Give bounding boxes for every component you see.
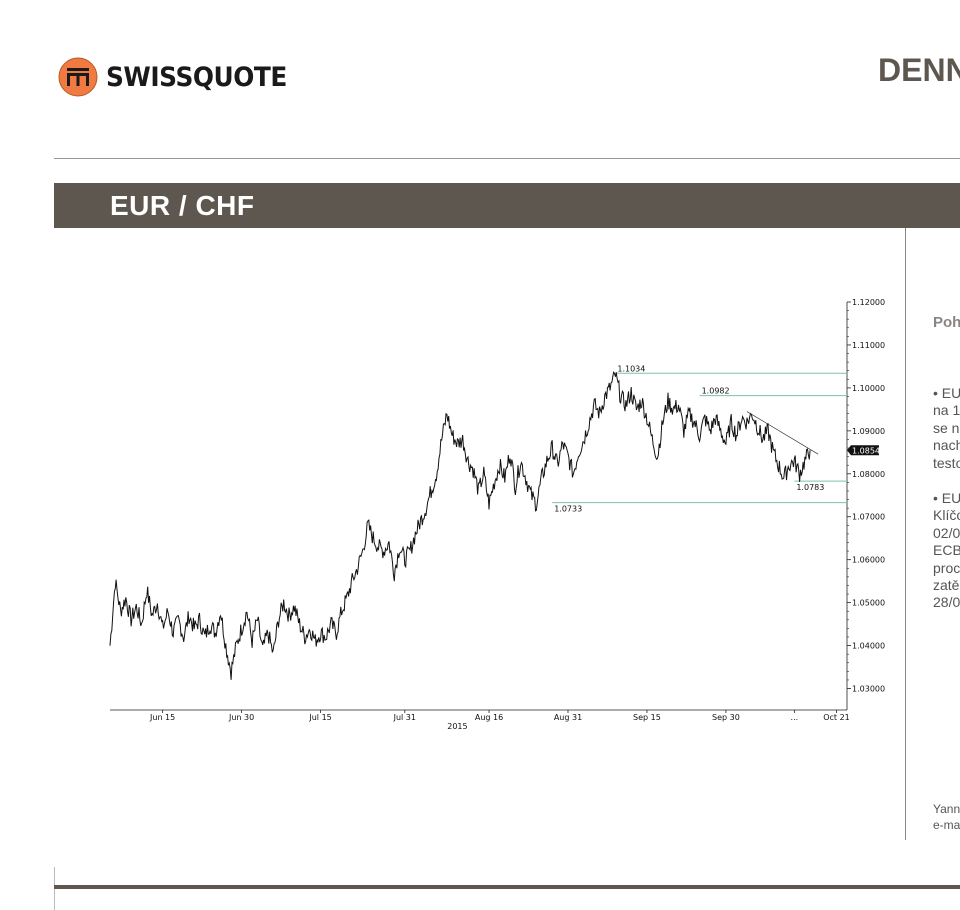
author-footer-line: e-ma bbox=[933, 818, 960, 832]
last-value-marker bbox=[847, 445, 879, 456]
y-tick-label: 1.05000 bbox=[852, 599, 885, 608]
y-tick-label: 1.03000 bbox=[852, 685, 885, 694]
y-tick-label: 1.06000 bbox=[852, 556, 885, 565]
document-title: DENN bbox=[878, 52, 960, 88]
y-tick-label: 1.11000 bbox=[852, 341, 885, 350]
commentary-heading: Poh bbox=[933, 314, 960, 331]
x-tick-label: Aug 31 bbox=[554, 713, 582, 722]
commentary-paragraph-1-line: na 1 bbox=[933, 402, 960, 419]
y-tick-label: 1.04000 bbox=[852, 642, 885, 651]
commentary-paragraph-1-line: testo bbox=[933, 454, 960, 471]
y-tick-label: 1.07000 bbox=[852, 513, 885, 522]
section-banner: EUR / CHF bbox=[54, 183, 960, 228]
level-label: 1.0783 bbox=[796, 483, 824, 492]
x-tick-label: Oct 21 bbox=[823, 713, 850, 722]
section-title: EUR / CHF bbox=[110, 190, 255, 221]
x-axis-label: 2015 bbox=[447, 722, 467, 731]
commentary-paragraph-2-line: • EU bbox=[933, 490, 960, 506]
x-tick-label: ... bbox=[791, 713, 799, 722]
price-series-line bbox=[109, 371, 811, 680]
commentary-paragraph-1-line: • EU bbox=[933, 385, 960, 401]
level-label: 1.0982 bbox=[702, 387, 730, 396]
y-tick-label: 1.12000 bbox=[852, 298, 885, 307]
commentary-paragraph-2-line: zatě bbox=[933, 577, 960, 593]
y-tick-label: 1.09000 bbox=[852, 427, 885, 436]
x-tick-label: Aug 16 bbox=[475, 713, 503, 722]
commentary-paragraph-2-line: Klíčo bbox=[933, 507, 960, 524]
commentary-paragraph-2-line: proc bbox=[933, 559, 960, 576]
swissquote-logo: SWISSQUOTE bbox=[58, 57, 303, 97]
swissquote-logo-icon bbox=[58, 57, 98, 97]
commentary-paragraph-1-line: se n bbox=[933, 419, 960, 436]
x-tick-label: Jun 30 bbox=[228, 713, 254, 722]
level-label: 1.0733 bbox=[554, 505, 582, 514]
trendline bbox=[746, 411, 819, 455]
x-tick-label: Sep 15 bbox=[633, 713, 661, 722]
commentary-paragraph-1-line: nach bbox=[933, 437, 960, 454]
y-tick-label: 1.08000 bbox=[852, 470, 885, 479]
author-footer-line: Yann bbox=[933, 802, 960, 816]
x-tick-label: Jun 15 bbox=[149, 713, 175, 722]
y-tick-label: 1.10000 bbox=[852, 384, 885, 393]
header-divider bbox=[54, 158, 960, 159]
footer-divider bbox=[54, 885, 960, 889]
commentary-paragraph-2-line: ECB bbox=[933, 542, 960, 559]
x-tick-label: Jul 15 bbox=[308, 713, 331, 722]
logo-text: SWISSQUOTE bbox=[106, 61, 287, 93]
column-divider bbox=[905, 228, 906, 840]
x-tick-label: Jul 31 bbox=[393, 713, 416, 722]
eurchf-price-chart: 1.03000 1.04000 1.05000 1.06000 1.07000 1.080… bbox=[109, 298, 885, 731]
last-value-label: 1.08548 bbox=[852, 446, 885, 455]
x-tick-label: Sep 30 bbox=[712, 713, 740, 722]
level-label: 1.1034 bbox=[617, 364, 645, 373]
commentary-paragraph-2-line: 28/0 bbox=[933, 594, 960, 611]
commentary-paragraph-2-line: 02/0 bbox=[933, 524, 960, 541]
